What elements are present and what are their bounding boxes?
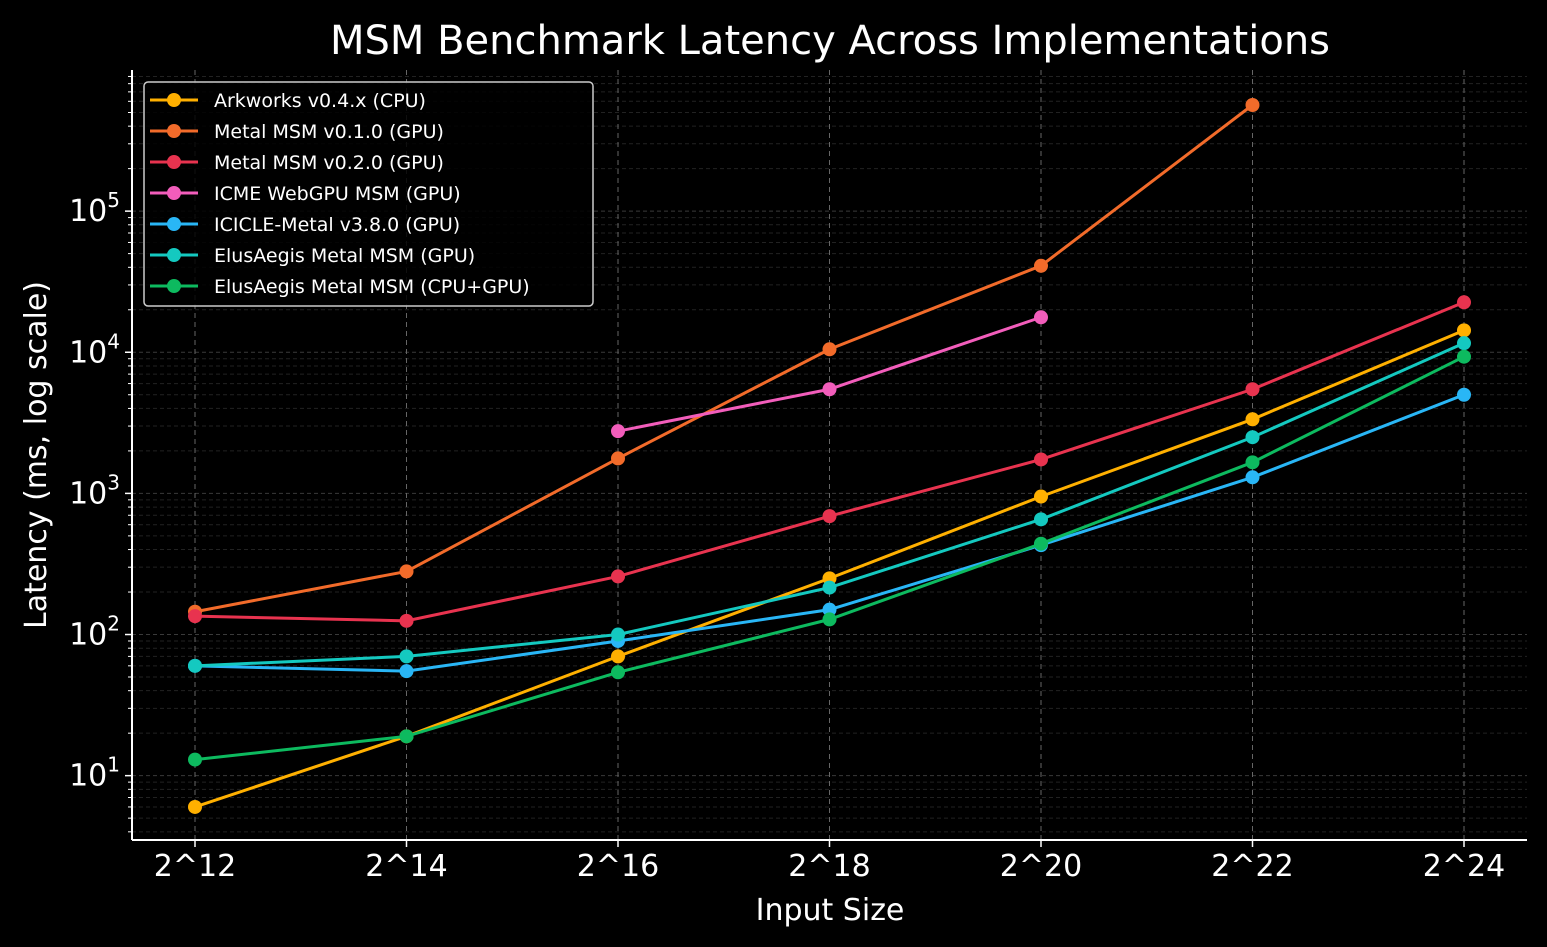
legend-marker (167, 93, 181, 107)
legend-marker (167, 124, 181, 138)
y-tick-label: 102 (69, 612, 120, 653)
x-axis-label: Input Size (756, 893, 905, 928)
data-point (1457, 323, 1471, 338)
data-point (1245, 455, 1260, 470)
data-point (1034, 536, 1048, 551)
data-point (611, 451, 625, 466)
legend-label: Arkworks v0.4.x (CPU) (214, 90, 426, 112)
data-point (1245, 412, 1260, 427)
x-tick-label: 2^18 (788, 849, 870, 884)
legend-label: Metal MSM v0.1.0 (GPU) (214, 121, 444, 143)
data-point (1457, 387, 1471, 402)
legend-marker (167, 279, 181, 293)
legend-label: ICME WebGPU MSM (GPU) (214, 183, 461, 205)
data-point (1457, 336, 1471, 351)
y-tick-label: 103 (69, 470, 120, 511)
data-point (1034, 452, 1048, 467)
data-point (611, 569, 625, 584)
data-point (188, 799, 202, 814)
chart-title: MSM Benchmark Latency Across Implementat… (330, 18, 1330, 64)
data-point (1034, 489, 1048, 504)
legend-label: ICICLE-Metal v3.8.0 (GPU) (214, 214, 460, 236)
data-point (822, 602, 837, 617)
data-point (1245, 382, 1260, 397)
series-3 (611, 310, 1048, 439)
data-point (188, 609, 202, 624)
data-point (399, 649, 414, 664)
legend-marker (167, 217, 181, 231)
legend: Arkworks v0.4.x (CPU) Metal MSM v0.1.0 (G… (143, 81, 594, 307)
legend-label: ElusAegis Metal MSM (GPU) (214, 245, 475, 267)
data-point (1034, 258, 1048, 273)
x-tick-label: 2^20 (1000, 849, 1082, 884)
grid (132, 70, 1527, 840)
y-axis-label: Latency (ms, log scale) (19, 281, 54, 629)
legend-label: ElusAegis Metal MSM (CPU+GPU) (214, 276, 530, 298)
data-point (399, 613, 414, 628)
legend-box (143, 81, 594, 307)
data-point (611, 424, 625, 439)
data-point (399, 729, 414, 744)
data-point (611, 665, 625, 680)
data-point (611, 649, 625, 664)
series-2 (188, 295, 1471, 628)
data-point (1245, 470, 1260, 485)
x-tick-label: 2^24 (1423, 849, 1505, 884)
x-tick-label: 2^16 (577, 849, 659, 884)
data-point (1245, 430, 1260, 445)
data-point (822, 509, 837, 524)
axes: 2^12 2^14 2^16 2^18 2^20 2^22 2^24 101 102 103 104… (69, 70, 1527, 884)
data-point (822, 580, 837, 595)
data-point (822, 612, 837, 627)
data-point (399, 664, 414, 679)
x-tick-label: 2^22 (1211, 849, 1293, 884)
data-point (1034, 512, 1048, 527)
legend-label: Metal MSM v0.2.0 (GPU) (214, 152, 444, 174)
data-point (1034, 310, 1048, 325)
data-point (1457, 295, 1471, 310)
data-point (188, 658, 202, 673)
x-tick-label: 2^12 (154, 849, 236, 884)
series-5 (188, 336, 1471, 673)
y-tick-label: 101 (69, 753, 120, 794)
legend-marker (167, 248, 181, 262)
data-point (611, 627, 625, 642)
data-point (1245, 97, 1260, 112)
series-line (194, 103, 1254, 614)
y-tick-label: 105 (69, 188, 120, 229)
x-tick-label: 2^14 (365, 849, 447, 884)
series-group (188, 97, 1471, 814)
legend-marker (167, 186, 181, 200)
series-6 (188, 349, 1471, 767)
data-point (822, 342, 837, 357)
data-point (822, 382, 837, 397)
data-point (399, 564, 414, 579)
y-tick-label: 104 (69, 329, 120, 370)
data-point (188, 752, 202, 767)
legend-marker (167, 155, 181, 169)
data-point (1457, 349, 1471, 364)
series-1 (188, 97, 1260, 619)
